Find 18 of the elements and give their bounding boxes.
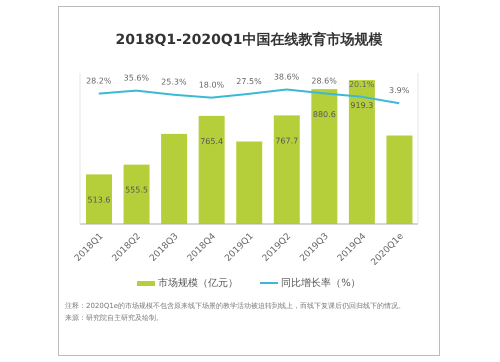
data-label: 28.2% [86,76,112,86]
legend-label: 同比增长率（%） [280,276,361,290]
data-label: 765.4 [200,136,224,146]
legend-label: 市场规模（亿元） [157,276,238,290]
data-label: 767.7 [275,136,298,146]
data-label: 919.3 [350,101,374,110]
data-label: 555.5 [125,186,148,195]
data-label: 513.6 [88,195,110,204]
data-label: 38.6% [274,72,300,82]
data-label: 20.1% [348,80,375,89]
data-label: 18.0% [198,80,225,90]
data-label: 35.6% [124,74,150,83]
data-label: 25.3% [161,78,187,87]
data-label: 28.6% [311,76,338,86]
data-label: 3.9% [389,86,410,96]
chart-title: 2018Q1-2020Q1中国在线教育市场规模 [114,31,384,49]
data-label: 880.6 [312,110,336,120]
data-label: 27.5% [236,76,262,86]
